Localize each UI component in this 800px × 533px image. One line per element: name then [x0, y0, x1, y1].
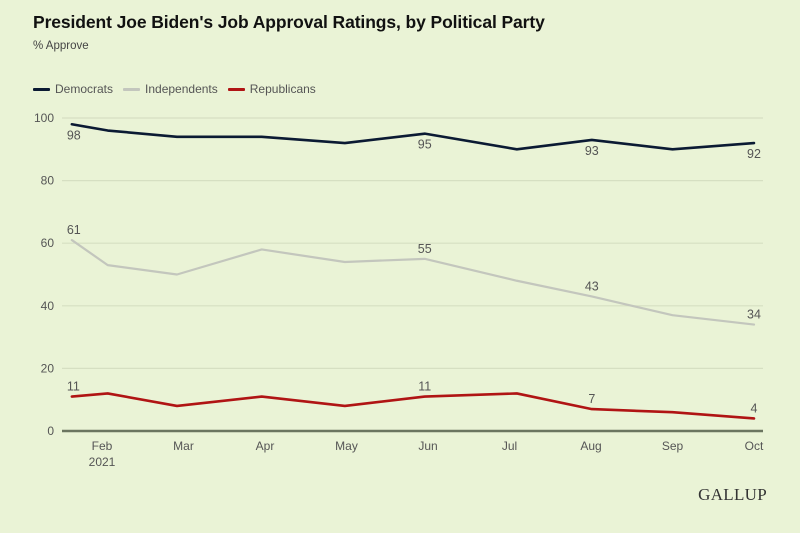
gridlines: [62, 117, 763, 433]
data-label-democrats: 92: [747, 147, 761, 161]
x-tick-label: Jun: [418, 439, 437, 453]
data-label-democrats: 93: [585, 144, 599, 158]
legend-label-independents: Independents: [145, 82, 218, 96]
legend: Democrats Independents Republicans: [33, 82, 326, 96]
x-tick-label: Jul: [502, 439, 517, 453]
x-tick-label: Aug: [580, 439, 601, 453]
data-label-democrats: 98: [67, 128, 81, 142]
chart-subtitle: % Approve: [33, 40, 89, 52]
y-tick-label: 60: [41, 236, 55, 250]
series-lines: [70, 122, 756, 420]
data-label-republicans: 11: [67, 380, 80, 394]
series-line-democrats: [70, 122, 756, 151]
data-labels: 98 95 93 92 61 55 43 34 11 11 7 4: [67, 128, 761, 415]
x-tick-label: May: [335, 439, 358, 453]
y-tick-label: 20: [41, 361, 55, 375]
data-label-republicans: 11: [418, 380, 431, 394]
data-label-republicans: 4: [751, 401, 758, 415]
gallup-logo: GALLUP: [698, 485, 767, 504]
x-axis: Feb 2021 Mar Apr May Jun Jul Aug Sep Oct: [89, 439, 764, 469]
legend-item-independents[interactable]: Independents: [123, 82, 218, 96]
x-tick-label: Oct: [745, 439, 764, 453]
series-line-republicans: [70, 392, 756, 420]
legend-swatch-republicans: [227, 87, 245, 91]
data-label-independents: 55: [418, 242, 432, 256]
chart-title: President Joe Biden's Job Approval Ratin…: [33, 12, 545, 32]
legend-swatch-independents: [123, 87, 141, 91]
x-tick-label: Feb: [92, 439, 113, 453]
legend-label-democrats: Democrats: [55, 82, 114, 96]
data-label-independents: 34: [747, 308, 761, 322]
series-line-independents: [70, 238, 756, 326]
y-tick-label: 40: [41, 299, 55, 313]
y-tick-label: 0: [47, 424, 54, 438]
legend-item-democrats[interactable]: Democrats: [33, 82, 113, 96]
y-axis: 0 20 40 60 80 100: [34, 111, 54, 438]
y-tick-label: 80: [41, 174, 55, 188]
x-tick-label: Apr: [256, 439, 275, 453]
x-tick-sublabel: 2021: [89, 455, 116, 469]
x-tick-label: Sep: [662, 439, 684, 453]
legend-swatch-democrats: [33, 87, 50, 91]
data-label-independents: 61: [67, 223, 81, 237]
legend-label-republicans: Republicans: [249, 82, 316, 96]
data-label-republicans: 7: [588, 392, 595, 406]
y-tick-label: 100: [34, 111, 54, 125]
data-label-democrats: 95: [418, 138, 432, 152]
legend-item-republicans[interactable]: Republicans: [227, 82, 316, 96]
x-tick-label: Mar: [173, 439, 194, 453]
data-label-independents: 43: [585, 279, 599, 293]
